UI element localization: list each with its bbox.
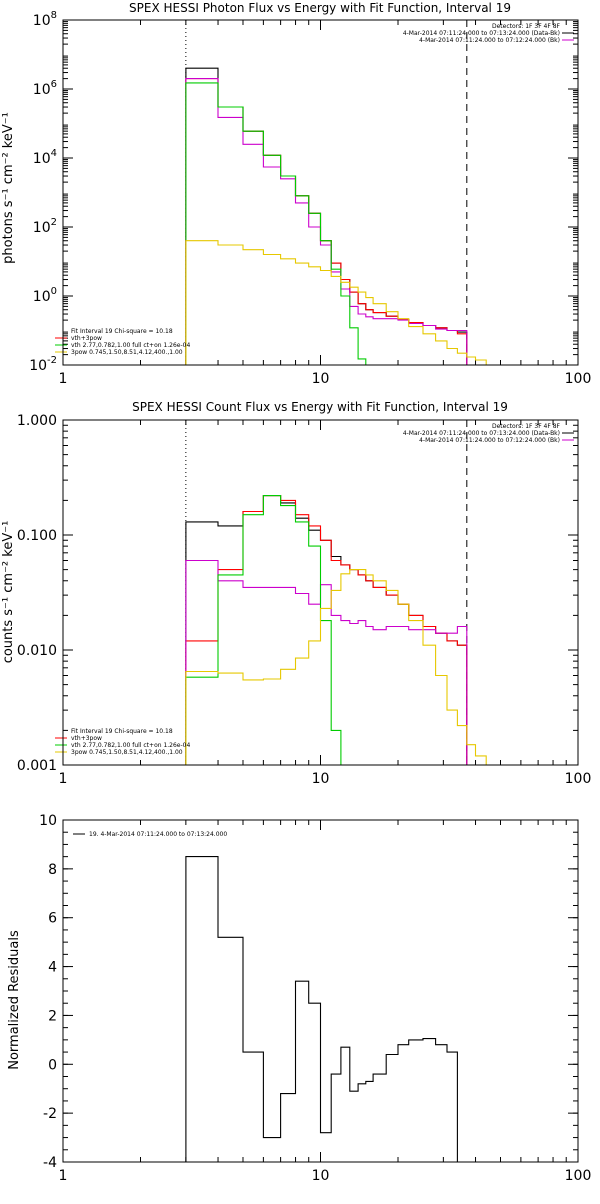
legend-text: Detectors: 1F 3F 4F 8F xyxy=(492,23,561,30)
y-tick-label: 0.010 xyxy=(17,643,57,659)
legend: Detectors: 1F 3F 4F 8F4-Mar-2014 07:11:2… xyxy=(55,423,574,756)
plot-frame xyxy=(62,19,579,366)
y-tick-label: 4 xyxy=(48,960,57,976)
fit-range-lines xyxy=(185,20,468,365)
legend-text: 19. 4-Mar-2014 07:11:24.000 to 07:13:24.… xyxy=(89,831,227,838)
series-line xyxy=(185,495,468,765)
axis-ticks: 1 10 100 0.001 0.010 0.100 1.000 xyxy=(17,413,591,787)
series-line xyxy=(185,495,350,766)
x-tick-label: 100 xyxy=(565,771,592,787)
legend-text: Fit Interval 19 Chi-square = 10.18 xyxy=(71,328,173,335)
plot-frame xyxy=(62,819,579,1163)
axis-ticks: 1 10 100 -4 -2 0 2 4 6 8 10 xyxy=(39,813,591,1184)
legend-text: 4-Mar-2014 07:11:24.000 to 07:12:24.000 … xyxy=(419,437,560,444)
x-tick-label: 1 xyxy=(59,371,68,387)
y-tick-label: 104 xyxy=(33,148,57,167)
x-tick-label: 100 xyxy=(565,371,592,387)
legend-text: Fit Interval 19 Chi-square = 10.18 xyxy=(71,728,173,735)
legend-text: 3pow 0.745,1.50,8.51,4.12,400.,1.00 xyxy=(71,349,183,356)
y-tick-label: 1.000 xyxy=(17,413,57,429)
legend: 19. 4-Mar-2014 07:11:24.000 to 07:13:24.… xyxy=(73,831,227,838)
series-line xyxy=(185,78,468,365)
axis-ticks: 1 10 100 10-2 100 102 104 106 108 xyxy=(29,10,591,387)
residuals-panel: Normalized Residuals 1 10 100 -4 -2 0 2 4 6 8 10 1… xyxy=(7,813,591,1184)
series-line xyxy=(185,240,487,365)
y-tick-label: -4 xyxy=(43,1155,57,1171)
photon-flux-panel: SPEX HESSI Photon Flux vs Energy with Fi… xyxy=(1,1,591,387)
x-tick-label: 10 xyxy=(312,371,330,387)
legend-text: vth 2.77,0.782,1.00 full ct+on 1.26e-04 xyxy=(71,342,190,349)
series-line xyxy=(185,82,374,366)
y-tick-label: 6 xyxy=(48,911,57,927)
y-tick-label: 0.100 xyxy=(17,528,57,544)
x-tick-label: 100 xyxy=(565,1168,592,1184)
series-group xyxy=(185,67,487,366)
y-tick-label: 10 xyxy=(39,813,57,829)
series-line xyxy=(185,559,468,765)
legend: Detectors: 1F 3F 4F 8F4-Mar-2014 07:11:2… xyxy=(55,23,574,356)
series-group xyxy=(185,495,507,766)
legend-text: 4-Mar-2014 07:11:24.000 to 07:13:24.000 … xyxy=(403,430,560,437)
x-tick-label: 1 xyxy=(59,771,68,787)
y-axis-label: counts s⁻¹ cm⁻² keV⁻¹ xyxy=(1,521,16,664)
y-tick-label: 10-2 xyxy=(29,355,57,374)
fit-range-lines xyxy=(185,420,468,765)
x-tick-label: 1 xyxy=(59,1168,68,1184)
legend-text: Detectors: 1F 3F 4F 8F xyxy=(492,423,561,430)
legend-text: vth+3pow xyxy=(71,735,102,742)
series-line xyxy=(185,495,468,765)
series-line xyxy=(185,78,468,365)
chart-title: SPEX HESSI Count Flux vs Energy with Fit… xyxy=(132,400,508,414)
y-axis-label: photons s⁻¹ cm⁻² keV⁻¹ xyxy=(1,112,16,264)
y-axis-label: Normalized Residuals xyxy=(7,930,22,1070)
plot-frame xyxy=(62,419,579,766)
x-tick-label: 10 xyxy=(312,771,330,787)
y-tick-label: -2 xyxy=(43,1106,57,1122)
legend-text: 4-Mar-2014 07:11:24.000 to 07:13:24.000 … xyxy=(403,30,560,37)
y-tick-label: 106 xyxy=(33,79,57,98)
series-line xyxy=(185,67,468,365)
y-tick-label: 102 xyxy=(33,217,57,236)
legend-text: vth+3pow xyxy=(71,335,102,342)
y-tick-label: 108 xyxy=(33,10,57,29)
x-tick-label: 10 xyxy=(312,1168,330,1184)
series-line xyxy=(185,856,458,1162)
y-tick-label: 8 xyxy=(48,862,57,878)
series-line xyxy=(185,569,507,766)
y-tick-label: 100 xyxy=(33,286,57,305)
legend-text: vth 2.77,0.782,1.00 full ct+on 1.26e-04 xyxy=(71,742,190,749)
y-tick-label: 2 xyxy=(48,1008,57,1024)
y-tick-label: 0 xyxy=(48,1057,57,1073)
series-group xyxy=(185,856,458,1162)
legend-text: 3pow 0.745,1.50,8.51,4.12,400.,1.00 xyxy=(71,749,183,756)
legend-text: 4-Mar-2014 07:11:24.000 to 07:12:24.000 … xyxy=(419,37,560,44)
y-tick-label: 0.001 xyxy=(17,758,57,774)
chart-title: SPEX HESSI Photon Flux vs Energy with Fi… xyxy=(129,1,511,15)
count-flux-panel: SPEX HESSI Count Flux vs Energy with Fit… xyxy=(1,400,591,787)
